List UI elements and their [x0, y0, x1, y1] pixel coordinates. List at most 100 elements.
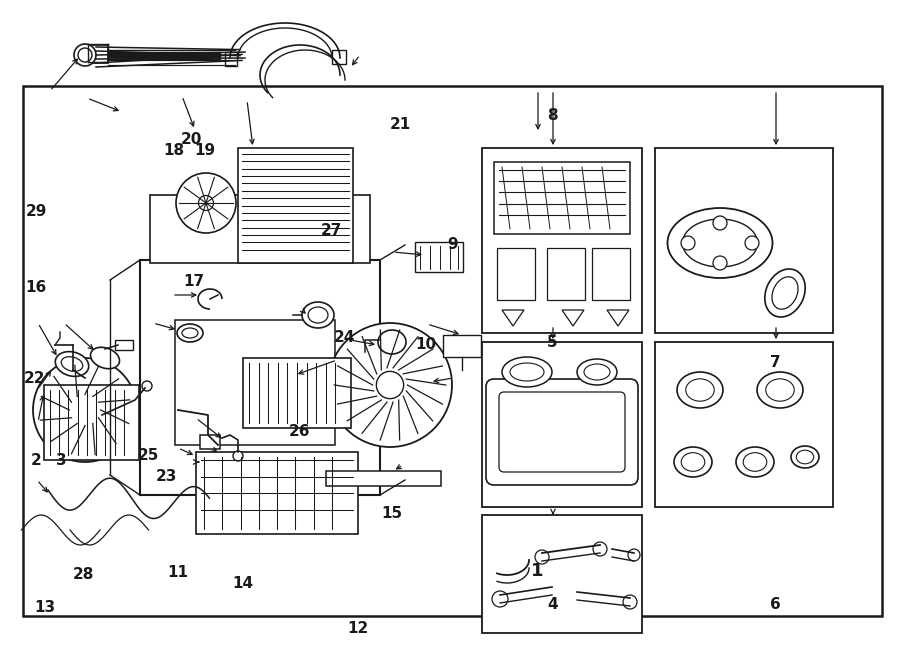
Circle shape [142, 381, 152, 391]
Text: 24: 24 [334, 330, 356, 345]
Text: 1: 1 [531, 561, 544, 580]
Text: 18: 18 [163, 144, 184, 158]
Bar [547, 248, 585, 300]
Text: 16: 16 [25, 281, 47, 295]
Bar [655, 342, 833, 507]
Ellipse shape [681, 453, 705, 471]
Text: 17: 17 [183, 274, 204, 289]
Bar [238, 148, 353, 263]
Bar [243, 358, 351, 428]
Bar [494, 162, 630, 234]
Circle shape [70, 395, 100, 424]
Ellipse shape [677, 372, 723, 408]
Bar [332, 50, 346, 64]
Ellipse shape [510, 363, 544, 381]
Circle shape [176, 173, 236, 233]
Ellipse shape [177, 324, 203, 342]
Ellipse shape [584, 364, 610, 380]
Circle shape [233, 451, 243, 461]
Text: 28: 28 [73, 567, 94, 582]
Bar [482, 515, 642, 633]
Circle shape [593, 542, 607, 556]
Bar [415, 242, 463, 272]
Text: 25: 25 [138, 448, 159, 463]
Text: 11: 11 [167, 565, 189, 580]
Text: 19: 19 [194, 144, 216, 158]
Circle shape [199, 195, 213, 211]
Ellipse shape [766, 379, 795, 401]
Ellipse shape [78, 48, 92, 62]
Ellipse shape [772, 277, 798, 309]
Ellipse shape [61, 357, 83, 371]
Bar [200, 435, 220, 449]
Ellipse shape [682, 219, 758, 267]
Ellipse shape [182, 328, 198, 338]
Bar [115, 340, 133, 350]
Bar [78, 50, 90, 58]
Circle shape [535, 550, 549, 564]
Text: 12: 12 [347, 622, 369, 636]
Ellipse shape [796, 450, 814, 464]
Ellipse shape [743, 453, 767, 471]
Text: 10: 10 [415, 337, 436, 352]
Circle shape [623, 595, 637, 609]
Text: 29: 29 [25, 205, 47, 219]
Ellipse shape [674, 447, 712, 477]
Ellipse shape [308, 307, 328, 323]
FancyBboxPatch shape [486, 379, 638, 485]
Bar [150, 195, 370, 263]
Text: 15: 15 [381, 506, 402, 520]
Circle shape [713, 256, 727, 270]
Bar [482, 148, 642, 333]
Circle shape [628, 549, 640, 561]
Circle shape [492, 591, 508, 607]
Ellipse shape [668, 208, 772, 278]
Text: 22: 22 [23, 371, 45, 386]
Bar [482, 342, 642, 507]
Circle shape [745, 236, 759, 250]
Ellipse shape [74, 44, 96, 66]
Ellipse shape [736, 447, 774, 477]
Text: 3: 3 [56, 453, 67, 467]
Text: 13: 13 [34, 600, 56, 614]
Bar [326, 471, 441, 486]
Bar [44, 385, 139, 460]
Bar [196, 452, 358, 534]
Text: 26: 26 [289, 424, 310, 439]
Circle shape [328, 323, 452, 447]
Ellipse shape [502, 357, 552, 387]
Bar [175, 320, 335, 445]
Ellipse shape [765, 269, 806, 317]
Text: 23: 23 [156, 469, 177, 484]
Ellipse shape [91, 348, 120, 369]
Ellipse shape [791, 446, 819, 468]
Bar [22, 86, 882, 616]
Circle shape [376, 371, 403, 399]
Text: 20: 20 [181, 132, 202, 146]
Circle shape [681, 236, 695, 250]
Ellipse shape [378, 330, 406, 354]
Ellipse shape [757, 372, 803, 408]
FancyBboxPatch shape [499, 392, 625, 472]
Bar [443, 335, 481, 357]
Ellipse shape [302, 302, 334, 328]
Circle shape [713, 216, 727, 230]
Text: 2: 2 [31, 453, 41, 467]
Bar [140, 260, 380, 495]
Text: 4: 4 [547, 597, 558, 612]
Bar [497, 248, 535, 300]
Ellipse shape [686, 379, 715, 401]
Circle shape [33, 358, 137, 462]
Text: 6: 6 [770, 597, 781, 612]
Text: 7: 7 [770, 355, 781, 370]
Bar [592, 248, 630, 300]
Text: 27: 27 [320, 223, 342, 238]
Text: 9: 9 [447, 238, 458, 252]
Text: 5: 5 [547, 336, 558, 350]
Text: 21: 21 [390, 117, 411, 132]
Ellipse shape [577, 359, 617, 385]
Bar [655, 148, 833, 333]
Ellipse shape [55, 352, 89, 377]
Bar [86, 45, 108, 63]
Bar [225, 52, 237, 66]
